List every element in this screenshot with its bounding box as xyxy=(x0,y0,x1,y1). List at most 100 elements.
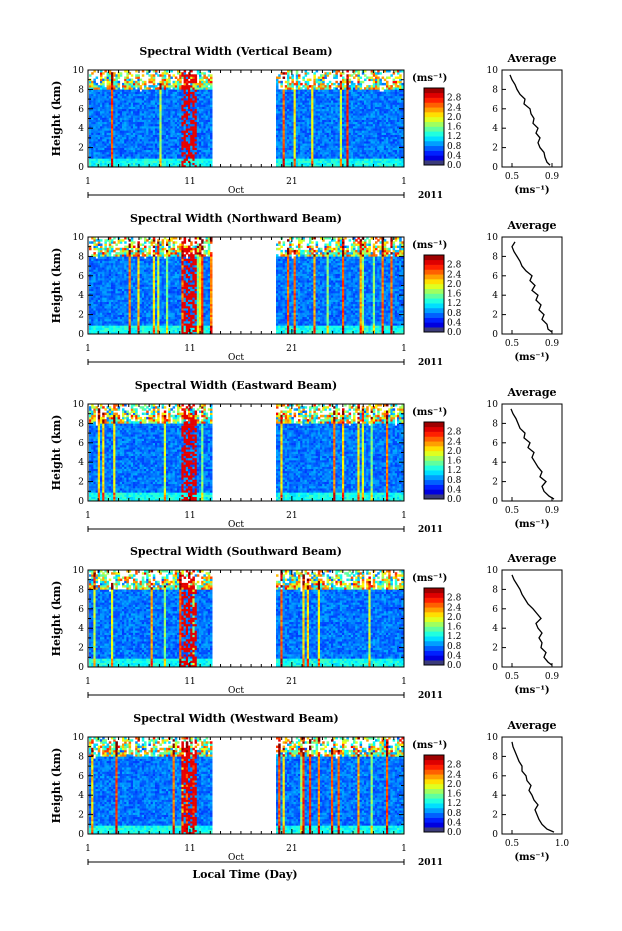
heatmap-cell xyxy=(183,117,187,120)
heatmap-cell xyxy=(137,76,140,79)
heatmap-cell xyxy=(188,154,191,157)
heatmap-cell xyxy=(135,158,138,161)
heatmap-cell xyxy=(111,91,114,95)
heatmap-cell xyxy=(177,102,180,105)
heatmap-cell xyxy=(300,151,303,155)
heatmap-cell xyxy=(128,134,132,138)
heatmap-cell xyxy=(179,74,182,77)
heatmap-cell xyxy=(172,89,176,92)
heatmap-cell xyxy=(181,106,184,110)
heatmap-cell xyxy=(102,154,105,157)
heatmap-cell xyxy=(372,123,376,127)
heatmap-cell xyxy=(91,258,94,262)
heatmap-cell xyxy=(339,128,343,131)
heatmap-cell xyxy=(315,132,319,135)
heatmap-cell xyxy=(298,134,301,138)
heatmap-cell xyxy=(148,149,151,153)
heatmap-cell xyxy=(95,123,99,127)
heatmap-cell xyxy=(370,164,374,168)
heatmap-cell xyxy=(207,147,211,151)
heatmap-cell xyxy=(181,145,184,148)
heatmap-cell xyxy=(179,128,182,131)
heatmap-cell xyxy=(322,160,325,163)
heatmap-cell xyxy=(353,149,356,153)
heatmap-cell xyxy=(188,136,191,140)
heatmap-cell xyxy=(375,149,378,153)
heatmap-cell xyxy=(210,121,213,125)
heatmap-cell xyxy=(97,93,101,97)
heatmap-cell xyxy=(399,93,402,97)
heatmap-cell xyxy=(364,154,367,157)
heatmap-cell xyxy=(207,132,211,135)
heatmap-cell xyxy=(375,78,378,82)
colorbar-segment xyxy=(424,126,444,132)
heatmap-cell xyxy=(302,158,305,161)
heatmap-cell xyxy=(128,89,132,92)
heatmap-cell xyxy=(141,145,145,148)
heatmap-cell xyxy=(126,149,129,153)
heatmap-cell xyxy=(335,98,338,101)
heatmap-cell xyxy=(172,136,176,140)
heatmap-cell xyxy=(166,113,169,116)
heatmap-cell xyxy=(282,89,286,92)
heatmap-cell xyxy=(135,76,138,79)
heatmap-cell xyxy=(159,154,162,157)
heatmap-cell xyxy=(91,117,94,120)
heatmap-cell xyxy=(133,132,136,135)
heatmap-cell xyxy=(124,108,127,112)
heatmap-cell xyxy=(115,104,118,107)
heatmap-cell xyxy=(291,149,294,153)
heatmap-cell xyxy=(106,160,110,163)
heatmap-cell xyxy=(128,78,132,82)
heatmap-cell xyxy=(93,136,96,140)
heatmap-cell xyxy=(102,95,105,99)
heatmap-cell xyxy=(311,128,314,131)
heatmap-cell xyxy=(401,93,404,97)
heatmap-cell xyxy=(93,139,96,142)
heatmap-cell xyxy=(350,134,354,138)
heatmap-cell xyxy=(339,151,343,155)
heatmap-cell xyxy=(315,78,319,82)
heatmap-cell xyxy=(91,149,94,153)
heatmap-cell xyxy=(317,106,321,110)
heatmap-cell xyxy=(190,151,193,155)
heatmap-cell xyxy=(399,102,402,105)
heatmap-cell xyxy=(177,117,180,120)
heatmap-cell xyxy=(150,149,154,153)
heatmap-cell xyxy=(155,126,158,129)
heatmap-cell xyxy=(388,134,391,138)
heatmap-cell xyxy=(159,89,162,92)
heatmap-cell xyxy=(192,126,195,129)
heatmap-cell xyxy=(342,119,345,123)
heatmap-cell xyxy=(361,126,365,129)
heatmap-cell xyxy=(280,162,283,166)
heatmap-cell xyxy=(287,117,290,120)
heatmap-cell xyxy=(104,115,107,118)
heatmap-cell xyxy=(128,121,132,125)
heatmap-cell xyxy=(190,123,193,127)
heatmap-cell xyxy=(124,78,127,82)
heatmap-cell xyxy=(196,70,200,73)
heatmap-cell xyxy=(377,147,380,151)
heatmap-cell xyxy=(379,143,382,146)
heatmap-cell xyxy=(333,76,336,79)
heatmap-cell xyxy=(155,164,158,168)
heatmap-cell xyxy=(287,141,290,144)
heatmap-cell xyxy=(89,295,92,298)
heatmap-cell xyxy=(174,102,178,105)
heatmap-cell xyxy=(192,130,195,133)
heatmap-cell xyxy=(282,156,286,159)
heatmap-cell xyxy=(300,100,303,103)
heatmap-cell xyxy=(353,134,356,138)
heatmap-cell xyxy=(168,123,171,127)
heatmap-cell xyxy=(152,149,156,153)
heatmap-cell xyxy=(108,76,112,79)
heatmap-cell xyxy=(295,123,299,127)
heatmap-cell xyxy=(346,145,349,148)
heatmap-cell xyxy=(196,130,200,133)
heatmap-cell xyxy=(168,151,171,155)
heatmap-cell xyxy=(177,85,180,88)
heatmap-cell xyxy=(205,78,209,82)
heatmap-cell xyxy=(337,123,341,127)
colorbar-segment xyxy=(424,136,444,142)
